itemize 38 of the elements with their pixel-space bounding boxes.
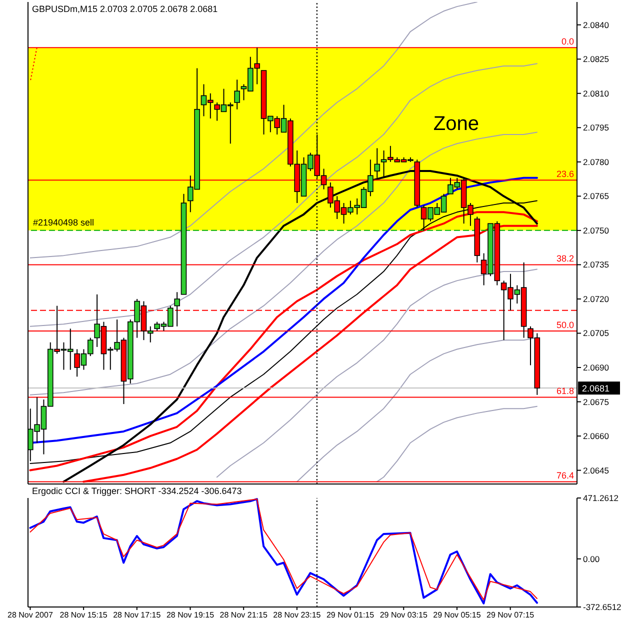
y-tick-label: 2.0780 (583, 156, 610, 167)
x-tick-label: 28 Nov 15:15 (60, 610, 108, 620)
x-tick-label: 28 Nov 23:15 (273, 610, 322, 620)
annotation: 50.0 (556, 320, 574, 330)
y-tick-label: 2.0765 (583, 191, 610, 202)
y-tick-label: 2.0690 (583, 362, 610, 373)
x-tick-label: 28 Nov 17:15 (113, 610, 162, 620)
y-tick-label: 2.0720 (583, 294, 610, 304)
x-tick-label: 29 Nov 03:15 (380, 610, 428, 620)
y-tick-label: -372.6512 (583, 602, 622, 612)
annotation: 61.8 (556, 386, 574, 396)
y-tick-label: 2.0750 (583, 225, 610, 236)
y-tick-label: 471.2612 (583, 493, 619, 504)
chart-title: Ergodic CCI & Trigger: SHORT -334.2524 -306.6473 (32, 486, 242, 496)
y-tick-label: 0.00 (583, 554, 600, 564)
x-tick-label: 28 Nov 21:15 (220, 610, 268, 620)
annotation: 23.6 (556, 169, 574, 180)
y-tick-label: 2.0645 (583, 465, 610, 476)
x-tick-label: 29 Nov 07:15 (486, 610, 535, 620)
y-tick-label: 2.0660 (583, 431, 610, 442)
band-label: Zone (433, 112, 480, 135)
annotation: 0.0 (561, 36, 574, 47)
annotation: 76.4 (556, 470, 574, 481)
y-tick-label: 2.0825 (583, 54, 610, 64)
y-tick-label: 2.0705 (583, 328, 610, 338)
x-tick-label: 28 Nov 2007 (8, 610, 54, 620)
chart-title: GBPUSDm,M15 2.0703 2.0705 2.0678 2.0681 (32, 4, 218, 14)
y-tick-label: 2.0840 (583, 20, 610, 30)
ref-line-label: #21940498 sell (33, 217, 94, 228)
x-tick-label: 29 Nov 01:15 (326, 610, 375, 620)
x-tick-label: 29 Nov 05:15 (433, 610, 482, 620)
y-tick-label: 2.0795 (583, 122, 610, 133)
annotation: 38.2 (556, 254, 574, 264)
y-tick-label: 2.0675 (583, 396, 610, 407)
y-tick-label: 2.0810 (583, 88, 610, 98)
ref-line-label: 2.0681 (582, 384, 610, 394)
y-tick-label: 2.0735 (583, 260, 610, 270)
x-tick-label: 28 Nov 19:15 (166, 610, 215, 620)
